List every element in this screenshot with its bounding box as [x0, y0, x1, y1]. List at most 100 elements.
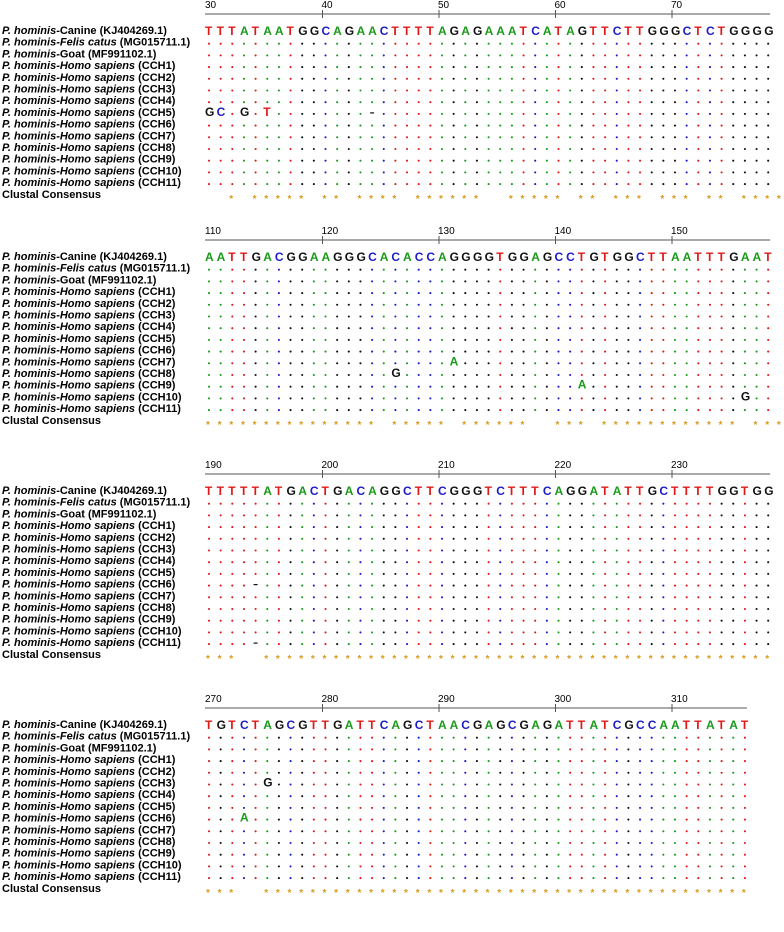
match-dot [382, 502, 385, 505]
match-dot [301, 42, 304, 45]
base-c: C [415, 250, 424, 264]
match-dot [382, 526, 385, 529]
match-dot [743, 865, 746, 868]
sequence-label: P. hominis-Homo sapiens (CCH6) [2, 345, 176, 357]
ruler-number: 190 [205, 460, 222, 471]
match-dot [767, 112, 770, 115]
match-dot [697, 584, 700, 587]
match-dot [499, 619, 502, 622]
match-dot [755, 338, 758, 341]
match-dot [685, 818, 688, 821]
match-dot [732, 607, 735, 611]
ruler-number: 310 [671, 694, 688, 705]
consensus-star: * [765, 420, 769, 431]
match-dot [207, 631, 211, 634]
match-dot [254, 549, 257, 552]
match-dot [475, 268, 479, 271]
match-dot [604, 549, 607, 552]
match-dot [207, 54, 211, 57]
match-dot [475, 409, 479, 412]
match-dot [394, 136, 397, 139]
match-dot [464, 54, 467, 57]
match-dot [673, 280, 677, 283]
match-dot [685, 502, 688, 505]
match-dot [557, 736, 560, 739]
match-dot [347, 362, 350, 365]
match-dot [429, 853, 432, 856]
consensus-star: * [556, 420, 560, 431]
match-dot [417, 303, 420, 306]
match-dot [499, 101, 502, 104]
match-dot [673, 338, 677, 341]
match-dot [452, 280, 455, 283]
match-dot [231, 136, 234, 139]
sequence-label: P. hominis-Homo sapiens (CCH7) [2, 824, 176, 836]
match-dot [720, 54, 723, 57]
match-dot [475, 280, 479, 283]
match-dot [662, 42, 665, 45]
sequence-label: P. hominis-Homo sapiens (CCH2) [2, 298, 176, 310]
match-dot [592, 748, 595, 751]
match-dot [697, 607, 700, 611]
match-dot [406, 841, 409, 845]
match-dot [266, 619, 269, 622]
match-dot [324, 853, 327, 856]
match-dot [510, 159, 513, 162]
match-dot [673, 760, 677, 763]
match-dot [406, 806, 409, 809]
match-dot [510, 572, 513, 575]
match-dot [417, 362, 420, 365]
match-dot [231, 607, 234, 611]
match-dot [277, 147, 280, 151]
match-dot [312, 748, 315, 751]
match-dot [627, 292, 630, 295]
match-dot [650, 147, 653, 151]
match-dot [615, 806, 618, 809]
variant-base: T [263, 105, 271, 119]
match-dot [662, 101, 665, 104]
match-dot [650, 607, 653, 611]
match-dot [336, 502, 339, 505]
consensus-star: * [579, 654, 583, 665]
match-dot [336, 526, 339, 529]
match-dot [720, 303, 723, 306]
match-dot [487, 171, 490, 174]
match-dot [207, 818, 211, 821]
match-dot [440, 502, 444, 505]
match-dot [440, 572, 444, 575]
match-dot [394, 385, 397, 388]
match-dot [254, 607, 257, 611]
consensus-star: * [637, 654, 641, 665]
match-dot [464, 89, 467, 92]
consensus-star: * [707, 888, 711, 899]
consensus-star: * [427, 194, 431, 205]
match-dot [452, 292, 455, 295]
match-dot [359, 537, 362, 540]
match-dot [534, 537, 537, 540]
match-dot [359, 607, 362, 611]
match-dot [440, 736, 444, 739]
match-dot [452, 631, 455, 634]
match-dot [743, 303, 746, 306]
match-dot [522, 385, 525, 388]
match-dot [254, 865, 257, 868]
match-dot [336, 607, 339, 611]
match-dot [207, 66, 211, 69]
match-dot [522, 643, 525, 646]
match-dot [720, 841, 723, 845]
match-dot [394, 171, 397, 174]
match-dot [499, 315, 502, 318]
match-dot [359, 136, 362, 139]
match-dot [371, 877, 374, 880]
match-dot [557, 338, 560, 341]
match-dot [522, 619, 525, 622]
match-dot [499, 783, 502, 786]
base-t: T [764, 250, 772, 264]
match-dot [382, 748, 385, 751]
match-dot [254, 830, 257, 833]
match-dot [382, 643, 385, 646]
match-dot [534, 631, 537, 634]
match-dot [219, 877, 222, 880]
match-dot [336, 280, 339, 283]
match-dot [254, 112, 257, 115]
